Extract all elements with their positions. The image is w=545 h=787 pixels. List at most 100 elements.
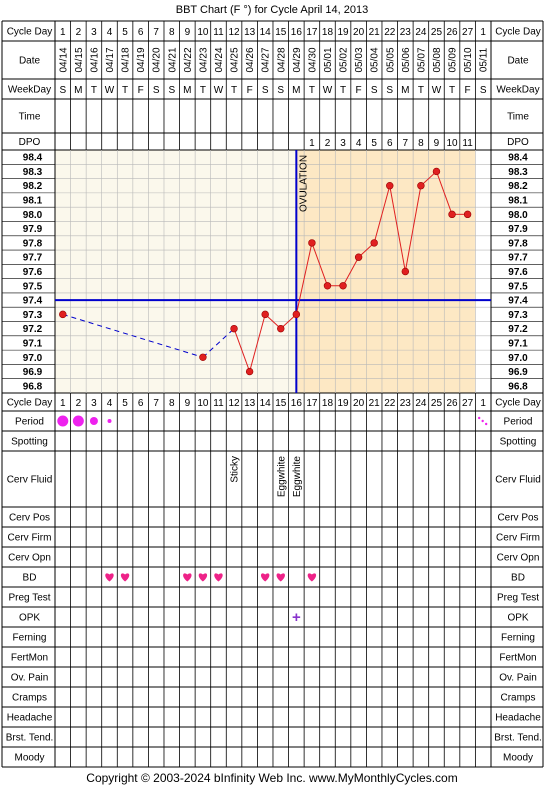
date-label: 05/07 — [416, 47, 427, 72]
row-label-right-cerv_pos: Cerv Pos — [497, 513, 538, 524]
date-label: 04/23 — [198, 47, 209, 72]
row-label-right-cerv_fluid: Cerv Fluid — [495, 475, 541, 486]
row-label-right-ov_pain: Ov. Pain — [499, 673, 537, 684]
row-label-brst_tend: Brst. Tend. — [6, 733, 54, 744]
date-label: 05/10 — [463, 47, 474, 72]
chart-title: BBT Chart (F °) for Cycle April 14, 2013 — [176, 4, 369, 16]
y-tick-label-right: 98.0 — [508, 210, 528, 221]
date-label: 04/17 — [105, 47, 116, 72]
cycle-day-number: 12 — [228, 398, 240, 409]
row-label-dpo: DPO — [19, 137, 41, 148]
date-label: 04/14 — [58, 47, 69, 72]
row-label-cramps: Cramps — [12, 693, 47, 704]
row-label-weekday: WeekDay — [8, 85, 51, 96]
cycle-day-number: 25 — [431, 27, 443, 38]
cycle-day-number: 15 — [275, 398, 287, 409]
temperature-point — [401, 267, 410, 276]
weekday-label: S — [59, 85, 66, 96]
cycle-day-number: 19 — [337, 27, 349, 38]
cycle-day-number: 18 — [322, 27, 334, 38]
y-tick-label: 97.5 — [23, 281, 43, 292]
cycle-day-number: 24 — [415, 398, 427, 409]
cycle-day-number: 12 — [228, 27, 240, 38]
row-label-fertmon: FertMon — [11, 653, 48, 664]
cycle-day-number: 6 — [138, 27, 144, 38]
row-label-ferning: Ferning — [13, 633, 47, 644]
y-tick-label-right: 96.9 — [508, 367, 528, 378]
luteal-phase-shade — [296, 150, 476, 393]
temperature-point — [230, 324, 238, 333]
row-label-right-cerv_firm: Cerv Firm — [496, 533, 540, 544]
temperature-segment — [404, 185, 422, 272]
cycle-day-number: 22 — [384, 398, 396, 409]
cycle-day-number: 4 — [107, 27, 113, 38]
dpo-label: 7 — [403, 138, 409, 149]
temperature-segment — [373, 185, 391, 244]
cycle-day-number: 2 — [76, 27, 82, 38]
cycle-day-number: 15 — [275, 27, 287, 38]
y-tick-label: 97.8 — [23, 238, 43, 249]
cycle-day-number: 13 — [244, 27, 256, 38]
row-label-right-cycle_day: Cycle Day — [495, 27, 541, 38]
row-label-right-preg_test: Preg Test — [497, 593, 539, 604]
temperature-point — [292, 310, 301, 319]
temperature-point — [245, 367, 254, 376]
weekday-label: W — [105, 85, 115, 96]
period-spotting-dot — [484, 422, 488, 426]
cycle-day-number: 14 — [260, 398, 272, 409]
bd-heart-icon — [120, 573, 130, 582]
row-label-right-brst_tend: Brst. Tend. — [494, 733, 542, 744]
y-tick-label: 97.9 — [23, 224, 43, 235]
cycle-day-number: 21 — [369, 398, 381, 409]
cycle-day-number: 11 — [213, 398, 224, 409]
y-tick-label-right: 97.4 — [508, 296, 528, 307]
y-tick-label: 98.1 — [23, 196, 43, 207]
temperature-point — [199, 353, 207, 361]
y-tick-label-right: 97.0 — [508, 353, 528, 364]
row-label-preg_test: Preg Test — [8, 593, 50, 604]
cycle-day-number: 20 — [353, 27, 365, 38]
date-label: 05/04 — [370, 47, 381, 72]
cycle-day-number: 7 — [153, 27, 159, 38]
cycle-day-number: 14 — [260, 27, 272, 38]
temperature-point — [59, 310, 67, 319]
temperature-segment — [311, 242, 328, 286]
cycle-day-number: 11 — [213, 27, 224, 38]
weekday-label: T — [200, 85, 206, 96]
weekday-label: F — [138, 85, 144, 96]
y-tick-label-right: 97.7 — [508, 253, 528, 264]
row-label-right-dpo: DPO — [507, 137, 529, 148]
temperature-segment — [342, 256, 360, 287]
temperature-point — [432, 167, 441, 176]
cycle-day-number: 9 — [185, 27, 191, 38]
weekday-label: M — [74, 85, 82, 96]
dpo-label: 11 — [462, 138, 473, 149]
bd-heart-icon — [183, 573, 192, 582]
temperature-point — [463, 210, 472, 219]
date-label: 05/03 — [354, 47, 365, 72]
temperature-segment — [295, 242, 313, 315]
cycle-day-number: 1 — [480, 398, 486, 409]
y-tick-label-right: 98.2 — [508, 181, 528, 192]
cycle-day-number: 27 — [462, 27, 474, 38]
copyright-footer: Copyright © 2003-2024 bInfinity Web Inc.… — [86, 771, 457, 785]
row-label-cerv_pos: Cerv Pos — [9, 513, 50, 524]
cycle-day-number: 22 — [384, 27, 396, 38]
cerv-fluid-label: Eggwhite — [276, 456, 287, 498]
follicular-phase-shade — [55, 150, 297, 393]
row-label-right-cramps: Cramps — [500, 693, 535, 704]
row-label-right-bd: BD — [511, 573, 525, 584]
row-label-cerv_firm: Cerv Firm — [8, 533, 52, 544]
date-label: 04/30 — [307, 47, 318, 72]
date-label: 05/01 — [323, 47, 334, 72]
row-label-right-date: Date — [507, 56, 529, 67]
row-label-ov_pain: Ov. Pain — [11, 673, 49, 684]
cycle-day-number: 1 — [60, 27, 66, 38]
cycle-day-number: 13 — [244, 398, 256, 409]
cycle-day-number: 26 — [446, 398, 458, 409]
date-label: 04/15 — [74, 47, 85, 72]
date-label: 04/24 — [214, 47, 225, 72]
weekday-label: T — [231, 85, 237, 96]
weekday-label: S — [277, 85, 284, 96]
temperature-point — [261, 310, 269, 319]
